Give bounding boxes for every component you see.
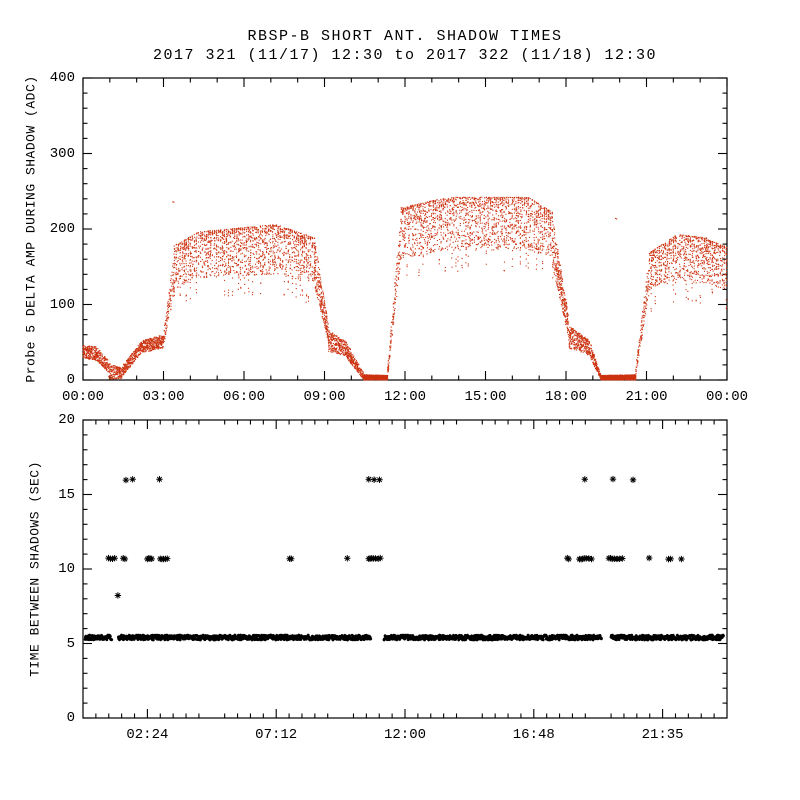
y-tick-label: 0 [66, 372, 75, 388]
x-tick-label: 09:00 [303, 389, 346, 405]
y-tick-label: 15 [58, 486, 75, 503]
x-tick-label: 15:00 [464, 389, 507, 405]
chart-subtitle: 2017 321 (11/17) 12:30 to 2017 322 (11/1… [152, 47, 658, 64]
x-tick-label: 02:24 [126, 727, 169, 743]
y-tick-label: 0 [66, 710, 75, 726]
x-tick-label: 00:00 [61, 389, 104, 405]
y-tick-label: 10 [58, 561, 75, 577]
x-tick-label: 07:12 [255, 727, 298, 743]
y-tick-label: 5 [66, 635, 75, 652]
x-tick-label: 12:00 [383, 727, 426, 743]
y-tick-label: 400 [49, 70, 75, 86]
chart-title: RBSP-B SHORT ANT. SHADOW TIMES [247, 28, 563, 45]
x-tick-label: 21:35 [641, 727, 684, 743]
x-tick-label: 16:48 [512, 727, 555, 743]
x-tick-label: 03:00 [142, 389, 185, 405]
y-tick-label: 20 [58, 412, 75, 428]
x-tick-label: 18:00 [544, 389, 587, 405]
y-tick-label: 200 [49, 221, 75, 237]
y-tick-label: 100 [49, 296, 75, 313]
x-tick-label: 12:00 [383, 389, 426, 405]
x-tick-label: 21:00 [625, 389, 668, 405]
y-tick-label: 300 [49, 145, 75, 162]
x-tick-label: 06:00 [222, 389, 265, 405]
x-tick-label: 00:00 [705, 389, 748, 405]
